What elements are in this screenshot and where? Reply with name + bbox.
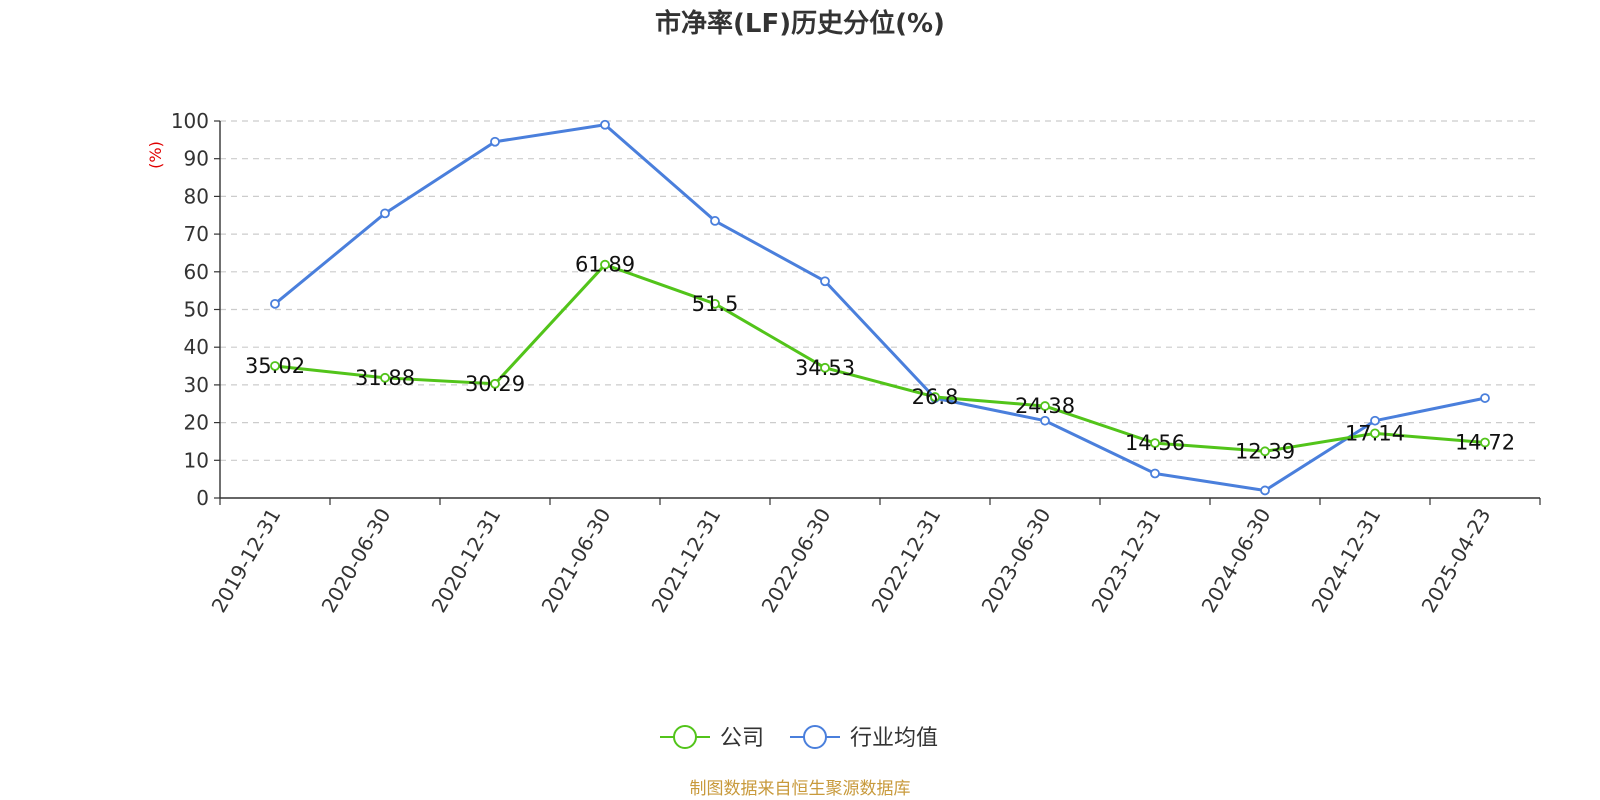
chart-title: 市净率(LF)历史分位(%) (655, 8, 945, 39)
y-tick-label: 60 (184, 260, 209, 284)
x-tick-label: 2024-12-31 (1306, 504, 1385, 617)
y-tick-label: 10 (184, 448, 209, 472)
legend-item-label[interactable]: 行业均值 (850, 726, 938, 751)
data-point[interactable] (490, 378, 500, 389)
y-tick-label: 50 (184, 298, 209, 322)
data-label: 26.8 (912, 385, 959, 409)
y-axis: 0 10 20 30 40 50 60 70 80 90 100 (171, 109, 221, 510)
x-tick-label: 2024-06-30 (1196, 504, 1275, 617)
legend-marker-icon (803, 725, 827, 749)
x-tick-label: 2022-06-30 (756, 504, 835, 617)
x-axis: 2019-12-31 2020-06-30 2020-12-31 2021-06-30… (206, 497, 1541, 617)
legend-item-label[interactable]: 公司 (720, 726, 764, 751)
series-line-0 (274, 263, 1486, 453)
data-label: 12.39 (1235, 439, 1295, 463)
data-source-note: 制图数据来自恒生聚源数据库 (690, 779, 911, 799)
x-tick-label: 2023-06-30 (976, 504, 1055, 617)
y-tick-label: 80 (184, 184, 209, 208)
data-point[interactable] (1260, 446, 1270, 457)
data-point[interactable] (710, 298, 720, 309)
data-point[interactable] (710, 216, 720, 226)
x-tick-label: 2023-12-31 (1086, 504, 1165, 617)
data-label: 31.88 (355, 366, 415, 390)
data-label: 34.53 (795, 356, 855, 380)
data-label: 30.29 (465, 372, 525, 396)
y-tick-label: 20 (184, 411, 209, 435)
data-point[interactable] (380, 208, 390, 219)
data-point[interactable] (600, 259, 610, 270)
x-tick-label: 2021-12-31 (646, 504, 725, 617)
series-line-1 (274, 123, 1486, 492)
data-point[interactable] (600, 119, 610, 130)
data-label: 61.89 (575, 253, 635, 277)
y-tick-label: 30 (184, 373, 209, 397)
data-point[interactable] (1040, 401, 1050, 411)
data-point[interactable] (820, 276, 830, 287)
data-label: 24.38 (1015, 394, 1075, 418)
data-point[interactable] (1370, 415, 1380, 426)
data-label: 14.72 (1455, 431, 1515, 455)
data-label: 51.5 (692, 292, 739, 316)
data-point[interactable] (1480, 393, 1490, 403)
data-point[interactable] (490, 136, 500, 147)
y-tick-label: 90 (184, 147, 209, 171)
series-layer: 35.02 31.88 30.29 61.89 51.5 34.53 26.8 24.38 14… (245, 119, 1515, 496)
data-point[interactable] (270, 361, 280, 371)
data-point[interactable] (1260, 485, 1270, 496)
y-tick-label: 70 (184, 222, 209, 246)
y-tick-label: 40 (184, 335, 209, 359)
data-point[interactable] (1040, 415, 1050, 426)
data-point[interactable] (1150, 468, 1160, 479)
legend-marker-icon (673, 725, 697, 749)
x-tick-label: 2020-12-31 (426, 504, 505, 617)
y-tick-label: 100 (171, 109, 209, 133)
x-tick-label: 2022-12-31 (866, 504, 945, 617)
data-point[interactable] (1370, 428, 1380, 439)
data-point[interactable] (380, 372, 390, 383)
x-tick-label: 2019-12-31 (206, 504, 285, 617)
x-tick-label: 2025-04-23 (1416, 504, 1495, 617)
grid-lines (220, 120, 1540, 461)
y-axis-unit: (%) (146, 141, 165, 169)
data-point[interactable] (1480, 437, 1490, 448)
data-label: 17.14 (1345, 421, 1405, 445)
data-point[interactable] (820, 362, 830, 373)
data-point[interactable] (1150, 438, 1160, 449)
data-label: 35.02 (245, 354, 305, 378)
x-tick-label: 2021-06-30 (536, 504, 615, 617)
legend: 公司 行业均值 (660, 725, 938, 751)
x-tick-label: 2020-06-30 (316, 504, 395, 617)
y-tick-label: 0 (196, 486, 209, 510)
data-label: 14.56 (1125, 431, 1185, 455)
data-point[interactable] (270, 298, 280, 309)
data-point[interactable] (930, 392, 940, 402)
